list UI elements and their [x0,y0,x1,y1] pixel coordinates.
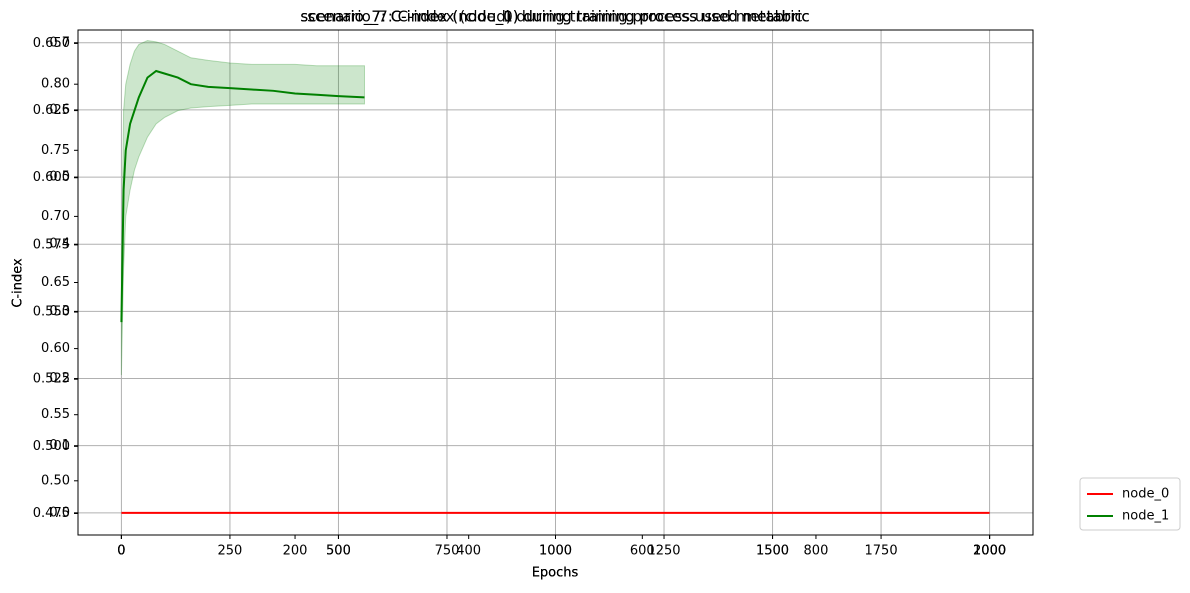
chart-title: scenario_7: C-index (node_1) during trai… [300,8,809,27]
x-tick-label: 500 [326,544,351,559]
x-tick-label: 0 [117,544,125,559]
y-tick-label: 0.65 [41,275,70,290]
y-tick-label: 0.4 [49,237,70,252]
x-tick-label: 500 [326,544,351,559]
x-tick-label: 2000 [973,544,1006,559]
confidence-band [120,40,365,376]
x-tick-label: 1000 [539,544,572,559]
x-tick-label: 1500 [756,544,789,559]
chart-title: scenario_7: C-index (cloud) during train… [307,8,802,27]
x-tick-label: 800 [804,544,829,559]
y-tick-label: 0.625 [33,103,70,118]
y-tick-label: 0.525 [33,372,70,387]
y-tick-label: 0.500 [33,439,70,454]
y-tick-label: 0.600 [33,170,70,185]
x-tick-label: 400 [456,544,481,559]
y-tick-label: 0.5 [49,170,70,185]
plots [120,40,990,514]
y-tick-label: 0.575 [33,237,70,252]
y-tick-label: 0.55 [41,407,70,422]
x-axis-label: Epochs [532,566,579,581]
x-axis-label: Epochs [532,566,579,581]
x-tick-label: 600 [630,544,655,559]
y-tick-label: 0.50 [41,473,70,488]
y-axis-label: C-index [11,258,26,308]
x-axis-label: Epochs [532,566,579,581]
x-tick-label: 0 [117,544,125,559]
y-tick-label: 0.60 [41,341,70,356]
y-tick-label: 0.6 [49,102,70,117]
y-tick-label: 0.80 [41,77,70,92]
y-tick-label: 0.70 [41,209,70,224]
y-tick-label: 0.1 [49,438,70,453]
legend-label: node_0 [1122,487,1169,502]
x-tick-label: 1500 [756,544,789,559]
y-tick-label: 0.2 [49,371,70,386]
y-axis-label: C-index [11,258,26,308]
y-tick-label: 0.475 [33,506,70,521]
y-tick-label: 0.7 [49,35,70,50]
x-tick-label: 1250 [647,544,680,559]
y-axis-label: C-index [11,258,26,308]
x-tick-label: 1000 [539,544,572,559]
labels: scenario_7: C-index (node_0) during trai… [11,8,1007,581]
x-tick-label: 1000 [973,544,1006,559]
y-tick-label: 0.650 [33,36,70,51]
y-tick-label: 0.0 [49,505,70,520]
y-tick-label: 0.75 [41,143,70,158]
chart-title: scenario_7: C-index (node_0) during trai… [300,8,809,27]
y-tick-label: 0.550 [33,305,70,320]
legend: node_0 node_1 [1087,487,1169,524]
x-tick-label: 1750 [865,544,898,559]
x-tick-label: 200 [283,544,308,559]
x-tick-label: 750 [435,544,460,559]
grid [78,30,1033,535]
x-tick-label: 0 [117,544,125,559]
series-line [120,69,365,323]
legend-label: node_1 [1122,509,1169,524]
y-tick-label: 0.3 [49,304,70,319]
x-tick-label: 2000 [973,544,1006,559]
x-tick-label: 250 [218,544,243,559]
